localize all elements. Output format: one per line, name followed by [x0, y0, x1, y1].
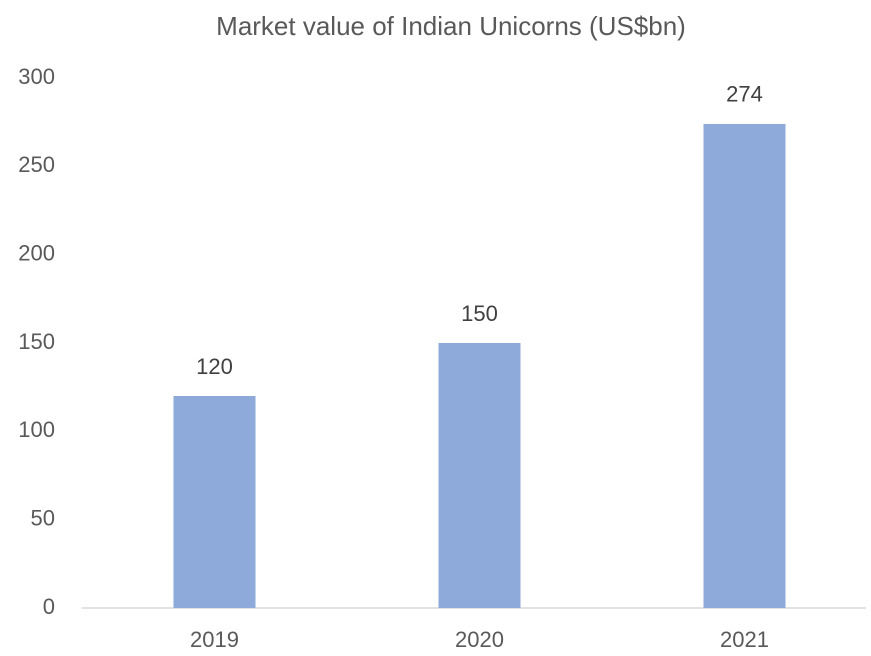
y-tick-label: 100: [18, 417, 55, 442]
bar: [438, 343, 521, 608]
value-label: 150: [461, 301, 498, 326]
x-tick-label: 2020: [455, 627, 504, 652]
value-label: 120: [196, 354, 233, 379]
y-tick-label: 50: [31, 505, 55, 530]
chart-title: Market value of Indian Unicorns (US$bn): [216, 11, 686, 41]
y-tick-label: 250: [18, 152, 55, 177]
y-tick-label: 150: [18, 329, 55, 354]
x-tick-label: 2021: [720, 627, 769, 652]
y-tick-label: 0: [43, 594, 55, 619]
y-tick-label: 200: [18, 240, 55, 265]
bar: [173, 396, 256, 608]
value-label: 274: [726, 82, 763, 107]
bar: [703, 123, 786, 608]
y-tick-label: 300: [18, 64, 55, 89]
x-tick-label: 2019: [190, 627, 239, 652]
